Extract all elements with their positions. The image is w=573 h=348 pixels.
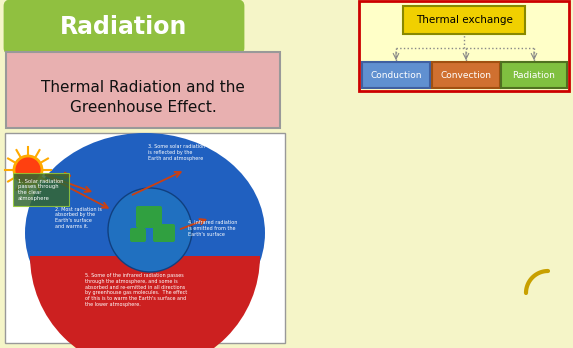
FancyBboxPatch shape [5, 1, 243, 53]
Ellipse shape [25, 133, 265, 333]
Circle shape [108, 188, 192, 272]
FancyBboxPatch shape [5, 133, 285, 343]
Text: Greenhouse Effect.: Greenhouse Effect. [70, 101, 217, 116]
FancyBboxPatch shape [359, 1, 569, 91]
Text: 3. Some solar radiation
is reflected by the
Earth and atmosphere: 3. Some solar radiation is reflected by … [148, 144, 205, 161]
FancyBboxPatch shape [6, 52, 280, 128]
Text: Convection: Convection [441, 71, 492, 79]
FancyBboxPatch shape [432, 62, 500, 88]
Text: 1. Solar radiation
passes through
the clear
atmosphere: 1. Solar radiation passes through the cl… [18, 179, 64, 201]
Text: 5. Some of the infrared radiation passes
through the atmosphere, and some is
abs: 5. Some of the infrared radiation passes… [85, 273, 187, 307]
FancyBboxPatch shape [130, 228, 146, 242]
Text: Radiation: Radiation [513, 71, 555, 79]
Text: Thermal exchange: Thermal exchange [415, 15, 512, 25]
FancyBboxPatch shape [136, 206, 162, 228]
FancyBboxPatch shape [403, 6, 525, 34]
Text: 2. Most radiation is
absorbed by the
Earth's surface
and warms it.: 2. Most radiation is absorbed by the Ear… [55, 207, 102, 229]
Text: 4. Infrared radiation
is emitted from the
Earth's surface: 4. Infrared radiation is emitted from th… [188, 220, 237, 237]
FancyBboxPatch shape [501, 62, 567, 88]
Text: Radiation: Radiation [60, 15, 188, 39]
FancyBboxPatch shape [362, 62, 430, 88]
Text: Conduction: Conduction [370, 71, 422, 79]
Text: Thermal Radiation and the: Thermal Radiation and the [41, 79, 245, 95]
Circle shape [14, 156, 42, 184]
Wedge shape [30, 256, 260, 348]
FancyBboxPatch shape [153, 224, 175, 242]
